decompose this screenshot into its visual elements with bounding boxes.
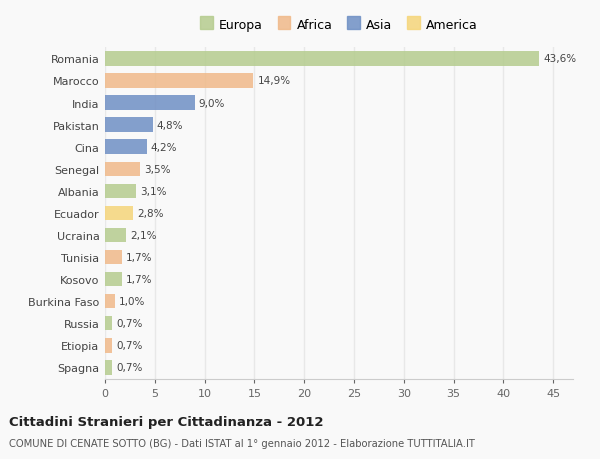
Bar <box>105 228 126 243</box>
Bar <box>105 360 112 375</box>
Legend: Europa, Africa, Asia, America: Europa, Africa, Asia, America <box>196 15 482 35</box>
Text: 9,0%: 9,0% <box>199 98 225 108</box>
Text: 4,8%: 4,8% <box>157 120 183 130</box>
Bar <box>105 74 253 89</box>
Text: 43,6%: 43,6% <box>543 54 576 64</box>
Text: 2,1%: 2,1% <box>130 230 157 241</box>
Text: 0,7%: 0,7% <box>116 319 142 329</box>
Text: COMUNE DI CENATE SOTTO (BG) - Dati ISTAT al 1° gennaio 2012 - Elaborazione TUTTI: COMUNE DI CENATE SOTTO (BG) - Dati ISTAT… <box>9 438 475 448</box>
Text: Cittadini Stranieri per Cittadinanza - 2012: Cittadini Stranieri per Cittadinanza - 2… <box>9 415 323 428</box>
Text: 0,7%: 0,7% <box>116 341 142 351</box>
Text: 4,2%: 4,2% <box>151 142 178 152</box>
Bar <box>105 140 147 155</box>
Bar <box>105 338 112 353</box>
Bar <box>105 118 153 133</box>
Text: 1,7%: 1,7% <box>126 252 152 263</box>
Text: 14,9%: 14,9% <box>257 76 290 86</box>
Text: 1,7%: 1,7% <box>126 274 152 285</box>
Text: 0,7%: 0,7% <box>116 363 142 373</box>
Bar <box>105 316 112 331</box>
Bar <box>105 184 136 199</box>
Bar <box>105 250 122 265</box>
Bar <box>105 272 122 287</box>
Bar <box>105 162 140 177</box>
Bar <box>105 96 194 111</box>
Bar <box>105 294 115 309</box>
Text: 3,1%: 3,1% <box>140 186 166 196</box>
Bar <box>105 206 133 221</box>
Bar <box>105 52 539 67</box>
Text: 3,5%: 3,5% <box>144 164 170 174</box>
Text: 2,8%: 2,8% <box>137 208 163 218</box>
Text: 1,0%: 1,0% <box>119 297 145 307</box>
